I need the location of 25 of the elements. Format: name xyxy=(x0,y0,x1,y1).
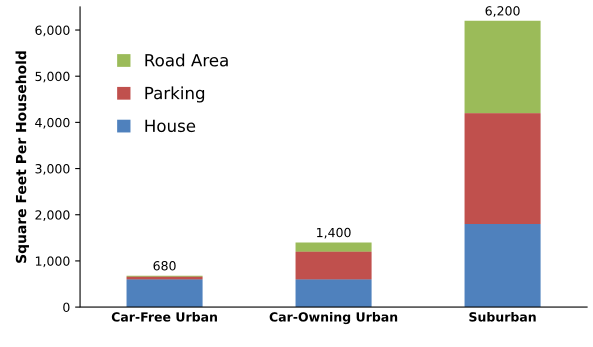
total-label: 6,200 xyxy=(486,6,520,17)
y-tick-label: 5,000 xyxy=(36,72,70,82)
bar xyxy=(296,242,372,252)
bar xyxy=(296,279,372,308)
x-tick-label: Suburban xyxy=(469,312,536,322)
x-tick-label: Car-Owning Urban xyxy=(270,312,398,324)
x-tick-label: Car-Free Urban xyxy=(112,312,217,322)
y-tick-label: 6,000 xyxy=(35,26,70,36)
bar xyxy=(126,276,203,280)
y-tick-label: 4,000 xyxy=(35,118,70,129)
y-axis-title: Square Feet Per Household xyxy=(16,51,29,263)
y-tick-label: 1,000 xyxy=(36,256,70,268)
bar xyxy=(464,113,541,224)
y-tick-label: 2,000 xyxy=(35,210,70,221)
bar xyxy=(464,224,541,308)
total-label: 680 xyxy=(154,261,176,270)
total-label: 1,400 xyxy=(317,228,351,239)
legend-label: Road Area xyxy=(145,54,228,67)
legend-label: House xyxy=(145,120,196,132)
legend-label: Parking xyxy=(145,86,204,103)
y-tick-label: 0 xyxy=(63,302,70,312)
bar xyxy=(464,20,541,114)
y-tick-label: 3,000 xyxy=(36,164,70,175)
bar xyxy=(296,252,372,280)
bar xyxy=(126,279,203,308)
